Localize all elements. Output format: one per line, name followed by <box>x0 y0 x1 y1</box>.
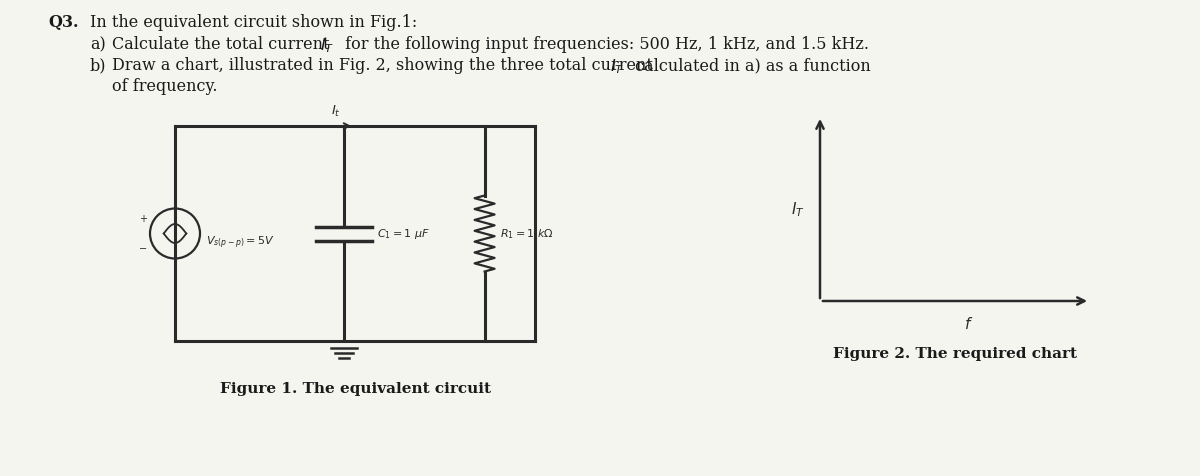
Text: $f$: $f$ <box>964 315 973 331</box>
Text: calculated in a) as a function: calculated in a) as a function <box>630 57 871 74</box>
Text: $I_T$: $I_T$ <box>791 200 805 218</box>
Text: In the equivalent circuit shown in Fig.1:: In the equivalent circuit shown in Fig.1… <box>90 14 418 31</box>
Text: Q3.: Q3. <box>48 14 78 31</box>
Text: $C_1=1\ \mu F$: $C_1=1\ \mu F$ <box>377 227 430 241</box>
Text: $I_t$: $I_t$ <box>331 104 341 119</box>
Text: +: + <box>139 214 148 224</box>
Text: of frequency.: of frequency. <box>112 78 217 95</box>
Text: Draw a chart, illustrated in Fig. 2, showing the three total current: Draw a chart, illustrated in Fig. 2, sho… <box>112 57 658 74</box>
Text: a): a) <box>90 36 106 53</box>
Text: −: − <box>139 244 148 254</box>
Text: b): b) <box>90 57 107 74</box>
Text: Figure 2. The required chart: Figure 2. The required chart <box>833 346 1078 360</box>
Text: for the following input frequencies: 500 Hz, 1 kHz, and 1.5 kHz.: for the following input frequencies: 500… <box>340 36 869 53</box>
Text: $I_T$: $I_T$ <box>320 36 335 55</box>
Text: Calculate the total current: Calculate the total current <box>112 36 335 53</box>
Text: $I_T$: $I_T$ <box>610 57 624 76</box>
Text: Figure 1. The equivalent circuit: Figure 1. The equivalent circuit <box>220 381 491 395</box>
Text: $R_1=1\ k\Omega$: $R_1=1\ k\Omega$ <box>499 227 553 241</box>
Text: $V_{s(p-p)}=5V$: $V_{s(p-p)}=5V$ <box>206 234 275 250</box>
